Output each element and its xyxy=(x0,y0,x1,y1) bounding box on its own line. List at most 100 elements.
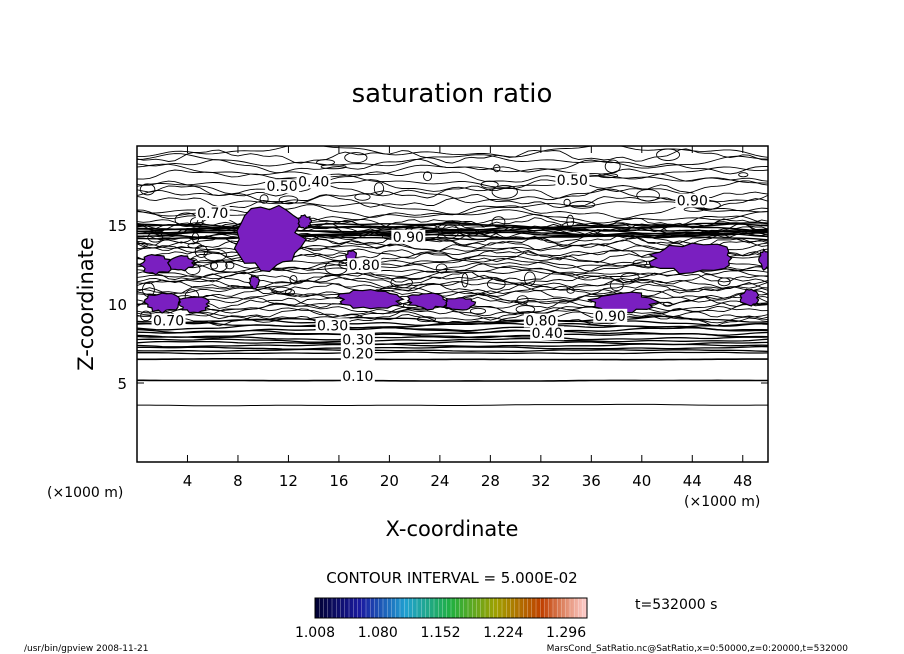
plot-area: 0.100.200.300.30 0.400.50 0.40 0.500.900.70… xyxy=(136,145,769,463)
supersaturation-region xyxy=(248,274,261,290)
y-tick-label: 5 xyxy=(117,375,127,393)
contour-loop xyxy=(717,277,731,287)
contour-loop xyxy=(604,159,621,174)
level-label: 0.50 xyxy=(557,173,588,189)
contour-loop xyxy=(491,184,518,199)
x-tick-label: 4 xyxy=(183,472,193,490)
level-label: 0.80 xyxy=(525,314,556,330)
supersaturation-region xyxy=(297,214,313,231)
contour-loop xyxy=(493,164,501,173)
contour-loop xyxy=(285,288,295,296)
level-label: 0.30 xyxy=(317,318,348,334)
supersaturation-region xyxy=(233,204,308,273)
x-tick-label: 12 xyxy=(279,472,298,490)
level-label-bg xyxy=(340,346,375,361)
contour-loop xyxy=(390,276,413,289)
contour-line xyxy=(137,168,768,185)
contour-loop xyxy=(209,262,219,270)
level-label: 0.80 xyxy=(349,258,380,274)
contour-loop xyxy=(354,193,371,201)
x-tick-label: 48 xyxy=(733,472,752,490)
level-label: 0.90 xyxy=(595,309,626,325)
y-axis-title: Z-coordinate xyxy=(74,237,98,371)
contour-loop xyxy=(210,259,228,273)
level-label-bg xyxy=(555,172,590,187)
x-tick-label: 36 xyxy=(582,472,601,490)
contour-line xyxy=(137,148,768,164)
contour-loop xyxy=(563,198,571,207)
contour-loop xyxy=(566,214,575,228)
contour-line xyxy=(137,311,768,324)
x-tick-label: 24 xyxy=(430,472,449,490)
contour-loop xyxy=(461,272,469,288)
contour-loop xyxy=(344,152,368,164)
contour-line xyxy=(137,188,768,204)
supersaturation-region xyxy=(758,248,768,271)
contour-line xyxy=(137,183,768,199)
level-label-bg xyxy=(675,193,710,208)
contour-loop xyxy=(435,263,448,274)
y-tick-label: 15 xyxy=(108,217,127,235)
contour-line xyxy=(137,403,768,407)
level-label: 0.40 xyxy=(532,326,563,342)
contour-loop xyxy=(662,301,673,307)
contour-loop xyxy=(598,173,618,179)
contour-line xyxy=(137,273,768,286)
x-tick-label: 8 xyxy=(233,472,243,490)
level-label-bg xyxy=(151,313,186,328)
contour-loop xyxy=(191,232,200,243)
contour-line xyxy=(137,265,768,278)
level-label: 0.20 xyxy=(342,347,373,363)
x-tick-label: 16 xyxy=(329,472,348,490)
contour-line xyxy=(137,315,768,325)
contour-loop xyxy=(620,272,640,283)
time-label: t=532000 s xyxy=(635,597,717,613)
supersaturation-region xyxy=(138,253,172,276)
level-label-bg xyxy=(523,313,558,328)
contour-loop xyxy=(516,295,529,305)
footer-right: MarsCond_SatRatio.nc@SatRatio,x=0:50000,… xyxy=(547,644,849,654)
contour-loop xyxy=(656,148,680,161)
contour-loop xyxy=(187,242,203,249)
contour-loop xyxy=(636,189,660,202)
level-label: 0.70 xyxy=(153,314,184,330)
colorbar-labels: 1.008 1.080 1.152 1.224 1.296 xyxy=(295,625,586,641)
contour-line xyxy=(137,179,768,195)
contour-loop xyxy=(147,232,164,243)
footer-left: /usr/bin/gpview 2008-11-21 xyxy=(24,644,148,654)
contour-loop xyxy=(140,310,152,322)
level-label: 0.90 xyxy=(677,193,708,209)
level-label: 0.40 xyxy=(298,175,329,191)
y-axis-unit: (×1000 m) xyxy=(47,485,123,501)
colorbar-frame xyxy=(314,597,588,619)
contour-line xyxy=(137,158,768,175)
level-label-bg xyxy=(347,258,382,273)
level-label-bg xyxy=(391,229,426,244)
contour-loop xyxy=(480,180,499,189)
contour-loop xyxy=(486,278,506,290)
y-tick-label: 10 xyxy=(108,296,127,314)
supersaturation-region xyxy=(336,288,405,310)
contour-loop xyxy=(416,316,436,323)
level-label: 0.50 xyxy=(267,179,298,195)
chart-title: saturation ratio xyxy=(352,79,553,109)
contour-loop xyxy=(278,195,299,205)
contour-loop xyxy=(524,271,536,286)
contour-line xyxy=(137,357,768,361)
x-tick-label: 40 xyxy=(632,472,651,490)
level-label-bg xyxy=(315,318,350,333)
level-label: 0.30 xyxy=(342,333,373,349)
x-axis-ticks: 4 8 12 16 20 24 28 32 36 40 44 48 xyxy=(183,146,752,490)
contour-lines xyxy=(137,146,768,407)
contour-loop xyxy=(460,227,480,237)
contour-line xyxy=(137,337,768,343)
supersaturation-region xyxy=(647,242,733,275)
contour-loop xyxy=(423,171,433,182)
colorbar-stripes xyxy=(319,598,583,618)
x-tick-label: 28 xyxy=(481,472,500,490)
contour-line xyxy=(137,204,768,220)
level-label: 0.70 xyxy=(197,206,228,222)
colorbar-label: 1.296 xyxy=(546,625,586,641)
supersaturation-region xyxy=(177,296,211,314)
